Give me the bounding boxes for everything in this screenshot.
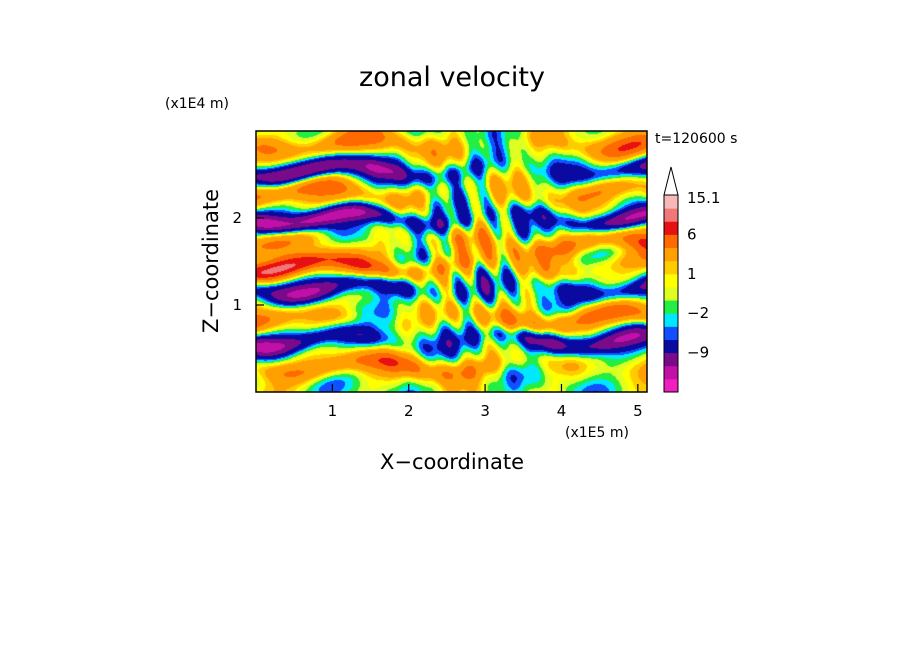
x-unit-label: (x1E5 m) [565,425,629,441]
tick-group: 1 2 3 4 5 1 2 [232,209,642,420]
x-tick-label: 1 [328,402,338,420]
colorbar-segment [664,352,678,367]
heatmap-canvas [256,131,647,392]
x-tick-label: 5 [633,402,643,420]
plot-area: 1 2 3 4 5 1 2 [232,130,648,420]
x-tick-label: 2 [404,402,414,420]
colorbar-segment [664,339,678,354]
colorbar-label: 1 [687,265,697,283]
colorbar-segment [664,273,678,288]
colorbar-segment [664,286,678,301]
plot-frame [255,130,648,393]
x-tick-label: 4 [557,402,567,420]
colorbar-segment [664,378,678,393]
time-label: t=120600 s [655,131,737,147]
y-axis-label: Z−coordinate [199,189,223,333]
colorbar-segment [664,247,678,262]
y-tick-label: 1 [232,296,242,314]
colorbar-segment [664,260,678,275]
colorbar-frame [663,194,679,393]
colorbar: 15.1 6 1 −2 −9 [663,166,720,393]
colorbar-label: 15.1 [687,189,720,207]
x-tick-label: 3 [480,402,490,420]
y-unit-label: (x1E4 m) [165,96,229,112]
chart-title: zonal velocity [359,62,545,93]
x-axis-label: X−coordinate [380,450,524,474]
colorbar-extend-arrow [663,166,679,196]
colorbar-segment [664,313,678,327]
colorbar-segment [664,208,678,222]
colorbar-label: 6 [687,225,697,243]
colorbar-segment [664,221,678,235]
y-tick-label: 2 [232,209,242,227]
colorbar-segment [664,234,678,249]
colorbar-segment [664,326,678,340]
colorbar-segment [664,365,678,380]
colorbar-segment [664,300,678,314]
colorbar-segment [664,195,678,209]
colorbar-label: −9 [687,344,709,362]
colorbar-label: −2 [687,304,709,322]
